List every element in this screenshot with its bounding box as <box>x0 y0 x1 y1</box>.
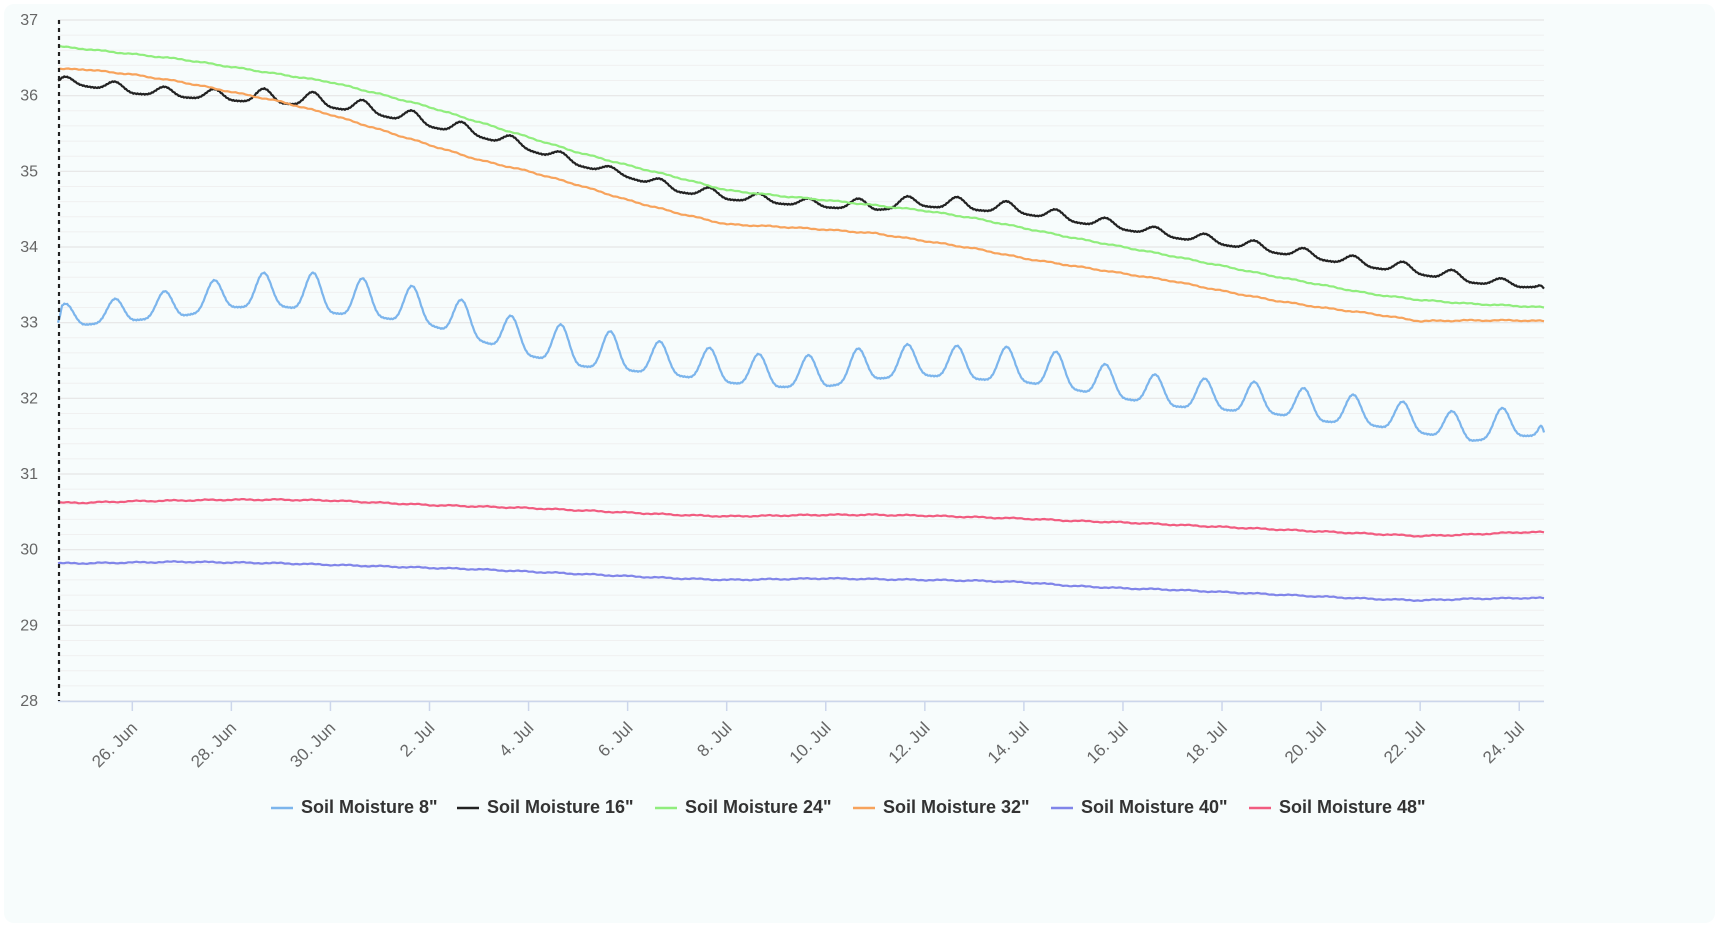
x-tick-label: 14. Jul <box>984 718 1033 767</box>
y-tick-label: 28 <box>20 693 38 710</box>
series-line-8in[interactable] <box>56 271 1546 442</box>
y-tick-label: 30 <box>20 542 38 559</box>
series-line-24in[interactable] <box>57 45 1545 309</box>
y-tick-label: 35 <box>20 163 38 180</box>
legend-label: Soil Moisture 40" <box>1081 797 1228 817</box>
x-tick-label: 6. Jul <box>594 718 636 760</box>
y-tick-label: 34 <box>20 239 38 256</box>
x-tick-label: 2. Jul <box>396 718 438 760</box>
x-tick-label: 30. Jun <box>286 718 339 771</box>
soil-moisture-chart: 28 29 30 31 32 33 34 35 36 37 26. Jun 28. Jun 30. J… <box>20 12 1546 817</box>
y-axis: 28 29 30 31 32 33 34 35 36 37 <box>20 12 38 710</box>
grid-layer <box>58 19 1544 702</box>
legend-item-8in[interactable]: Soil Moisture 8" <box>271 797 438 817</box>
y-tick-label: 31 <box>20 466 38 483</box>
legend-label: Soil Moisture 48" <box>1279 797 1426 817</box>
x-tick-label: 20. Jul <box>1281 718 1330 767</box>
legend-item-24in[interactable]: Soil Moisture 24" <box>655 797 832 817</box>
legend-label: Soil Moisture 8" <box>301 797 438 817</box>
x-tick-label: 24. Jul <box>1479 718 1528 767</box>
chart-panel: 28 29 30 31 32 33 34 35 36 37 26. Jun 28. Jun 30. J… <box>4 4 1715 923</box>
x-tick-label: 22. Jul <box>1380 718 1429 767</box>
x-tick-label: 28. Jun <box>187 718 240 771</box>
x-tick-label: 16. Jul <box>1083 718 1132 767</box>
legend-label: Soil Moisture 24" <box>685 797 832 817</box>
series-line-48in[interactable] <box>57 498 1545 538</box>
series-line-32in[interactable] <box>57 67 1545 323</box>
legend-item-32in[interactable]: Soil Moisture 32" <box>853 797 1030 817</box>
x-tick-label: 26. Jun <box>88 718 141 771</box>
y-tick-label: 37 <box>20 12 38 29</box>
x-tick-label: 12. Jul <box>885 718 934 767</box>
y-tick-label: 32 <box>20 390 38 407</box>
y-tick-label: 29 <box>20 617 38 634</box>
x-tick-label: 4. Jul <box>495 718 537 760</box>
y-tick-label: 33 <box>20 315 38 332</box>
series-line-40in[interactable] <box>57 560 1545 602</box>
x-tick-label: 18. Jul <box>1182 718 1231 767</box>
series-line-16in[interactable] <box>57 75 1545 290</box>
legend-item-16in[interactable]: Soil Moisture 16" <box>457 797 634 817</box>
legend[interactable]: Soil Moisture 8" Soil Moisture 16" Soil Mo… <box>271 797 1426 817</box>
x-axis: 26. Jun 28. Jun 30. Jun 2. Jul 4. Jul 6. Jul 8… <box>58 700 1544 771</box>
x-tick-label: 8. Jul <box>693 718 735 760</box>
x-tick-label: 10. Jul <box>786 718 835 767</box>
legend-label: Soil Moisture 32" <box>883 797 1030 817</box>
y-tick-label: 36 <box>20 88 38 105</box>
series-layer <box>56 45 1546 602</box>
legend-label: Soil Moisture 16" <box>487 797 634 817</box>
legend-item-48in[interactable]: Soil Moisture 48" <box>1249 797 1426 817</box>
legend-item-40in[interactable]: Soil Moisture 40" <box>1051 797 1228 817</box>
